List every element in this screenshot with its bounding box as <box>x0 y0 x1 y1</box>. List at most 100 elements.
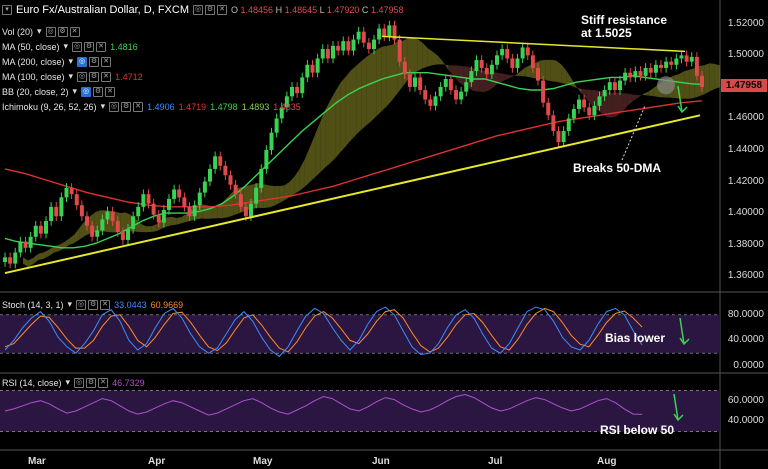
candle-body <box>28 236 33 248</box>
indicator-controls[interactable]: ◎ ⚙ ✕ <box>81 86 116 97</box>
cloud-segment <box>407 38 413 81</box>
candle-body <box>8 257 13 264</box>
axis-tick-label: 80.0000 <box>727 308 764 320</box>
candle-body <box>402 61 407 75</box>
candle-body <box>100 219 105 231</box>
cloud-segment <box>33 253 39 265</box>
annotation-bias-lower: Bias lower <box>605 331 666 345</box>
cloud-segment <box>325 99 331 168</box>
candle-body <box>536 67 540 81</box>
indicator-controls[interactable]: ◎ ⚙ ✕ <box>76 299 111 310</box>
candle-body <box>136 206 141 217</box>
candle-body <box>653 64 658 73</box>
candle-body <box>587 107 592 116</box>
candle-body <box>167 198 171 210</box>
rsi-line <box>4 393 643 416</box>
cloud-segment <box>171 216 177 226</box>
month-label: Jul <box>488 456 503 467</box>
cloud-segment <box>509 74 515 79</box>
candle-body <box>433 96 438 106</box>
cloud-segment <box>43 249 49 259</box>
candle-body <box>530 55 535 68</box>
candle-body <box>500 49 505 56</box>
candle-body <box>69 187 74 195</box>
indicator-controls[interactable]: ◎ ⚙ ✕ <box>109 101 144 112</box>
candle-body <box>495 55 499 65</box>
chevron-down-icon: ▾ <box>65 377 71 387</box>
cloud-segment <box>340 76 346 152</box>
cloud-segment <box>484 70 490 93</box>
ichimoku-value-1: 1.4906 <box>147 101 175 112</box>
indicator-controls[interactable]: ◎ ⚙ ✕ <box>77 56 112 67</box>
cloud-segment <box>294 168 300 194</box>
candle-body <box>238 194 243 207</box>
cloud-segment <box>612 92 618 118</box>
header-controls[interactable]: ◎ ⚙ ✕ <box>193 5 227 15</box>
candle-body <box>684 55 689 62</box>
arrow-down-main <box>677 85 683 113</box>
candle-body <box>38 225 43 234</box>
candle-body <box>197 192 202 206</box>
candle-body <box>90 225 95 237</box>
indicator-ma200[interactable]: MA (200, close) ▾ ◎ ⚙ ✕ <box>2 56 112 67</box>
ichimoku-value-5: 1.4835 <box>273 101 301 112</box>
stoch-k-value: 33.0443 <box>114 299 147 310</box>
cloud-segment <box>474 68 480 92</box>
indicator-ichimoku[interactable]: Ichimoku (9, 26, 52, 26) ▾ ◎ ⚙ ✕ 1.4906 1.4… <box>2 101 301 112</box>
cloud-segment <box>427 48 433 67</box>
pointer-line <box>621 105 646 161</box>
cloud-segment <box>540 59 546 81</box>
ichimoku-value-2: 1.4719 <box>178 101 207 112</box>
month-label: Mar <box>28 456 46 467</box>
indicator-bb[interactable]: BB (20, close, 2) ▾ ◎ ⚙ ✕ <box>2 86 116 97</box>
candle-body <box>202 181 207 193</box>
candle-body <box>64 187 69 198</box>
cloud-segment <box>258 183 264 209</box>
candle-body <box>607 82 612 91</box>
candle-body <box>110 211 115 221</box>
candle-body <box>469 71 474 83</box>
candle-body <box>459 91 464 100</box>
candle-body <box>520 47 525 59</box>
candle-body <box>254 187 259 204</box>
cloud-segment <box>392 41 398 101</box>
indicator-controls[interactable]: ◎ ⚙ ✕ <box>45 26 80 37</box>
symbol-title: Euro Fx/Australian Dollar, D, FXCM <box>16 4 189 16</box>
indicator-controls[interactable]: ◎ ⚙ ✕ <box>72 41 107 52</box>
candle-body <box>551 115 556 132</box>
cloud-segment <box>140 223 146 233</box>
candle-body <box>208 168 212 182</box>
candle-body <box>694 56 699 76</box>
candle-body <box>23 241 28 248</box>
stoch-header[interactable]: Stoch (14, 3, 1) ▾ ◎ ⚙ ✕ 33.0443 60.9669 <box>2 299 184 310</box>
candle-body <box>515 58 520 68</box>
collapse-icon[interactable]: ▾ <box>2 5 12 15</box>
arrow-down-rsi-head <box>673 413 684 422</box>
ma100-line <box>4 100 703 208</box>
indicator-ma100[interactable]: MA (100, close) ▾ ◎ ⚙ ✕ 1.4712 <box>2 71 143 82</box>
indicator-ma50[interactable]: MA (50, close) ▾ ◎ ⚙ ✕ 1.4816 <box>2 41 138 52</box>
cloud-segment <box>94 210 100 233</box>
candle-body <box>172 189 177 199</box>
indicator-vol[interactable]: Vol (20) ▾ ◎ ⚙ ✕ <box>2 26 80 37</box>
candle-body <box>192 205 197 217</box>
cloud-segment <box>79 221 85 240</box>
candle-body <box>618 80 622 91</box>
rsi-header[interactable]: RSI (14, close) ▾ ◎ ⚙ ✕ 46.7329 <box>2 377 145 388</box>
candle-body <box>151 203 156 215</box>
cloud-segment <box>299 158 305 191</box>
cloud-segment <box>561 64 567 84</box>
candle-body <box>571 108 576 119</box>
indicator-controls[interactable]: ◎ ⚙ ✕ <box>77 71 112 82</box>
cloud-segment <box>679 71 685 99</box>
candle-body <box>295 86 300 94</box>
cloud-segment <box>412 38 418 76</box>
candle-body <box>700 75 704 87</box>
candle-body <box>397 39 402 62</box>
cloud-segment <box>146 226 152 233</box>
cloud-segment <box>422 42 428 69</box>
cloud-segment <box>23 257 29 267</box>
indicator-controls[interactable]: ◎ ⚙ ✕ <box>74 377 109 388</box>
cloud-segment <box>284 182 290 201</box>
axis-tick-label: 60.0000 <box>727 394 764 406</box>
